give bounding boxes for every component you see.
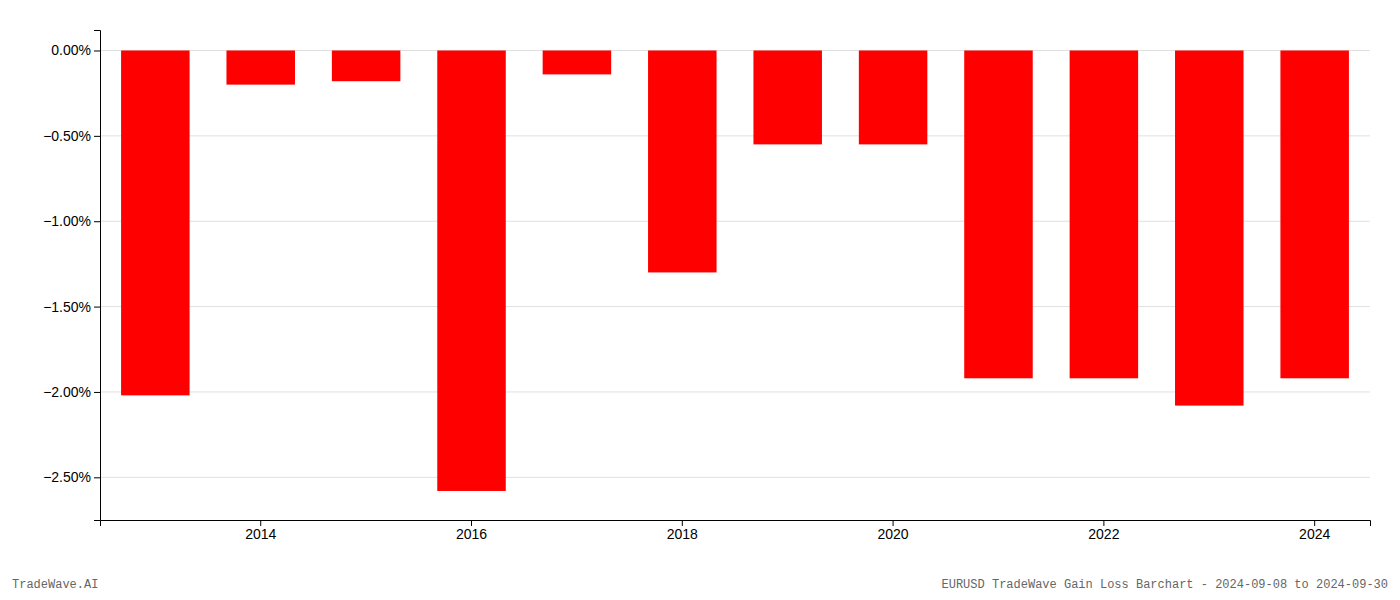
bar: [437, 50, 506, 490]
bar: [543, 50, 612, 74]
x-tick: 2020: [878, 520, 909, 542]
y-tick-mark: [94, 307, 100, 308]
x-tick-label: 2018: [667, 526, 698, 542]
y-tick: −1.00%: [43, 213, 100, 229]
y-tick-label: −1.00%: [43, 213, 91, 229]
x-tick: 2024: [1299, 520, 1330, 542]
y-tick-mark: [94, 392, 100, 393]
bar: [226, 50, 295, 84]
y-tick-mark: [94, 50, 100, 51]
x-tick-label: 2022: [1088, 526, 1119, 542]
y-tick: −1.50%: [43, 299, 100, 315]
bar: [1175, 50, 1244, 405]
footnote: EURUSD TradeWave Gain Loss Barchart - 20…: [942, 578, 1388, 592]
bar: [964, 50, 1033, 378]
x-tick: 2014: [245, 520, 276, 542]
grid: [100, 50, 1370, 477]
y-tick: −0.50%: [43, 128, 100, 144]
y-tick: 0.00%: [51, 42, 100, 58]
y-tick-mark: [94, 221, 100, 222]
plot-area: 0.00%−0.50%−1.00%−1.50%−2.00%−2.50%20142…: [43, 31, 1370, 542]
y-axis: 0.00% −0.50% −1.00% −1.50% −2.00% −2.50%: [43, 31, 100, 521]
y-tick-label: −2.50%: [43, 469, 91, 485]
bar: [859, 50, 928, 144]
y-tick-label: −0.50%: [43, 128, 91, 144]
bar: [753, 50, 822, 144]
bar: [1280, 50, 1349, 378]
x-axis: 2014 2016 2018 2020 2022 2024: [101, 520, 1371, 542]
y-tick: −2.00%: [43, 384, 100, 400]
chart-svg: 0.00%−0.50%−1.00%−1.50%−2.00%−2.50%20142…: [0, 0, 1400, 600]
bar: [332, 50, 401, 81]
bar: [121, 50, 190, 395]
x-tick-label: 2024: [1299, 526, 1330, 542]
y-axis-line: [94, 31, 101, 521]
bars: [121, 50, 1349, 490]
bar: [648, 50, 717, 272]
y-tick-mark: [94, 477, 100, 478]
x-tick-label: 2016: [456, 526, 487, 542]
x-tick: 2016: [456, 520, 487, 542]
y-tick-label: −2.00%: [43, 384, 91, 400]
y-tick: −2.50%: [43, 469, 100, 485]
x-tick-label: 2020: [878, 526, 909, 542]
x-tick-label: 2014: [245, 526, 276, 542]
footnote: TradeWave.AI: [12, 578, 98, 592]
x-tick: 2018: [667, 520, 698, 542]
chart-container: 0.00%−0.50%−1.00%−1.50%−2.00%−2.50%20142…: [0, 0, 1400, 600]
y-tick-label: −1.50%: [43, 299, 91, 315]
bar: [1070, 50, 1139, 378]
y-tick-label: 0.00%: [51, 42, 91, 58]
grid-line: [100, 477, 1370, 478]
x-axis-line: [101, 521, 1371, 527]
y-tick-mark: [94, 136, 100, 137]
x-tick: 2022: [1088, 520, 1119, 542]
